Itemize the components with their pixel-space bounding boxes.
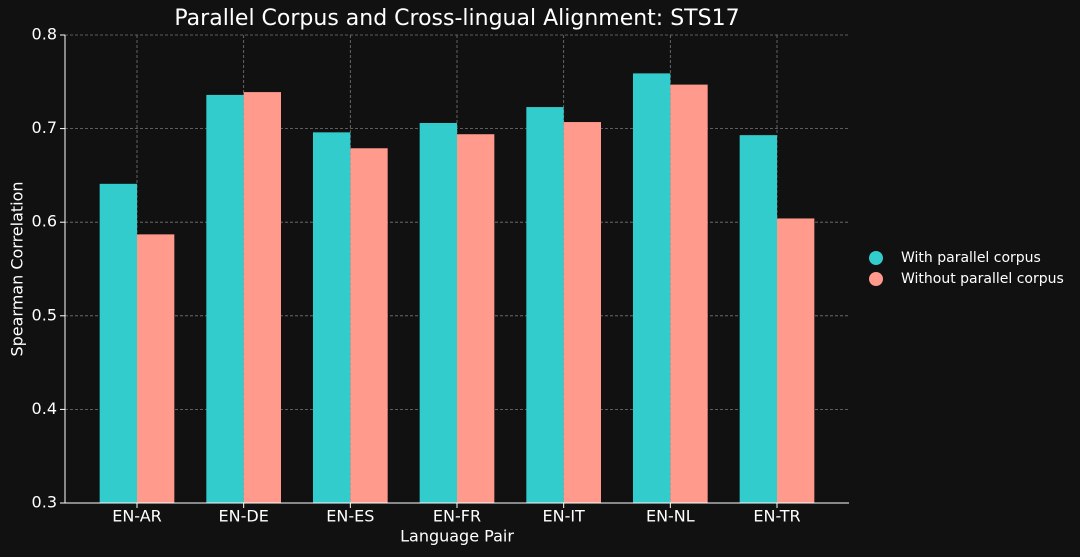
legend-label: Without parallel corpus <box>901 271 1064 287</box>
legend-marker <box>869 272 883 286</box>
y-axis-label: Spearman Correlation <box>8 181 27 356</box>
y-tick-label: 0.8 <box>32 25 57 44</box>
bar <box>670 84 708 503</box>
chart-title: Parallel Corpus and Cross-lingual Alignm… <box>174 6 739 31</box>
x-tick-label: EN-IT <box>542 507 585 526</box>
bar <box>777 218 815 503</box>
legend-marker <box>869 251 883 265</box>
y-tick-label: 0.7 <box>32 118 57 137</box>
bar <box>633 73 671 503</box>
x-tick-label: EN-AR <box>112 507 162 526</box>
legend-label: With parallel corpus <box>901 250 1041 266</box>
x-tick-label: EN-ES <box>326 507 374 526</box>
bar <box>243 92 281 503</box>
y-tick-label: 0.5 <box>32 305 57 324</box>
x-axis-label: Language Pair <box>400 527 514 546</box>
x-tick-label: EN-DE <box>219 507 269 526</box>
y-tick-label: 0.6 <box>32 212 57 231</box>
bar <box>99 183 137 503</box>
bar <box>563 122 601 503</box>
x-tick-label: EN-FR <box>433 507 481 526</box>
y-tick-label: 0.3 <box>32 493 57 512</box>
x-tick-label: EN-TR <box>753 507 800 526</box>
bar <box>313 132 351 503</box>
bar <box>350 148 388 504</box>
bar <box>206 94 244 504</box>
bar <box>526 107 564 504</box>
y-tick-label: 0.4 <box>32 399 57 418</box>
bar <box>419 122 457 503</box>
bar <box>457 134 495 503</box>
x-tick-label: EN-NL <box>646 507 695 526</box>
bar <box>739 135 777 504</box>
bar <box>137 234 175 504</box>
